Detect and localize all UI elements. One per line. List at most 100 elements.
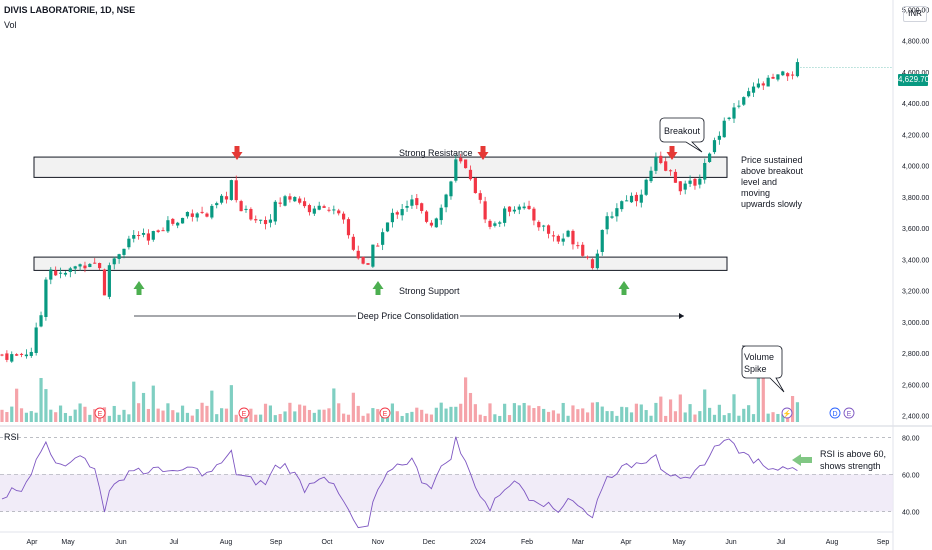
price-tick-label: 3,200.00 [902, 289, 929, 296]
rsi-indicator-label[interactable]: RSI [4, 432, 20, 442]
volume-bar [629, 412, 634, 422]
volume-bar [434, 407, 438, 422]
volume-bar [312, 412, 316, 422]
candle-body [732, 107, 736, 119]
price-tick-label: 3,400.00 [902, 257, 929, 264]
candle-body [761, 83, 765, 86]
volume-bar [146, 408, 150, 422]
candle-body [717, 135, 721, 140]
candle-body [19, 353, 24, 355]
volume-bar [317, 409, 321, 422]
volume-bar [44, 389, 48, 422]
candle-body [478, 193, 482, 200]
candle-body [278, 202, 282, 204]
candle-body [307, 205, 312, 213]
breakout-label: Breakout [664, 126, 701, 136]
volume-indicator-label[interactable]: Vol [4, 20, 17, 30]
support-zone [33, 256, 728, 271]
volume-bar [503, 403, 507, 422]
candle-body [351, 236, 355, 250]
time-tick-label: Sep [270, 539, 283, 546]
volume-bar [254, 414, 258, 422]
time-tick-label: Nov [372, 539, 385, 546]
volume-bar [664, 415, 668, 422]
volume-bar [673, 411, 678, 422]
volume-bar [141, 392, 146, 422]
candle-body [590, 259, 595, 269]
candle-body [493, 223, 497, 226]
candle-body [629, 195, 634, 203]
volume-bar [361, 415, 365, 422]
candle-body [415, 198, 419, 206]
candle-body [146, 233, 150, 241]
candle-body [283, 196, 287, 206]
candle-body [639, 194, 643, 203]
candle-body [620, 201, 624, 210]
volume-bar [88, 414, 92, 422]
volume-spike-label: Spike [744, 364, 767, 374]
candle-body [73, 266, 77, 269]
volume-bar [698, 411, 702, 422]
volume-bar [346, 414, 351, 422]
candle-body [44, 279, 48, 317]
volume-bar [468, 392, 473, 422]
volume-bar [351, 392, 355, 422]
rsi-band [0, 474, 893, 512]
volume-bar [464, 377, 468, 422]
volume-bar [190, 415, 194, 422]
volume-bar [668, 399, 673, 422]
time-tick-label: May [672, 539, 686, 546]
volume-bar [600, 406, 604, 422]
candle-body [49, 269, 53, 280]
volume-bar [483, 415, 487, 422]
candle-body [507, 206, 512, 212]
volume-bar [537, 406, 541, 422]
volume-bar [390, 403, 394, 422]
candle-body [200, 211, 204, 213]
volume-bar [5, 412, 9, 422]
volume-bar [356, 405, 360, 422]
rsi-tick-label: 60.00 [902, 472, 920, 479]
currency-selector[interactable]: INR [903, 6, 927, 22]
candle-body [166, 220, 170, 232]
volume-spike-label: Volume [744, 352, 774, 362]
volume-bar [34, 412, 38, 422]
candle-body [449, 181, 453, 197]
candle-body [156, 230, 160, 232]
time-tick-label: 2024 [470, 539, 486, 546]
candles [0, 58, 800, 363]
volume-bar [522, 402, 526, 422]
volume-bar [493, 414, 497, 422]
candle-body [781, 71, 785, 76]
sustained-label-line: upwards slowly [741, 199, 803, 209]
candle-body [673, 171, 678, 183]
volume-bar [327, 408, 331, 422]
candle-body [244, 208, 248, 210]
candle-body [137, 235, 141, 237]
candle-body [385, 222, 390, 232]
volume-bar [703, 389, 707, 422]
volume-bar [551, 410, 556, 422]
sustained-label-line: moving [741, 188, 770, 198]
volume-bar [473, 404, 477, 422]
price-tick-label: 4,200.00 [902, 132, 929, 139]
volume-bar [259, 414, 263, 422]
candle-body [176, 222, 180, 226]
price-tick-label: 2,400.00 [902, 414, 929, 421]
candle-body [141, 232, 146, 235]
volume-bar [54, 412, 58, 422]
candle-body [551, 235, 556, 237]
price-tick-label: 3,000.00 [902, 320, 929, 327]
volume-bar [546, 411, 551, 422]
rsi-note-line: shows strength [820, 461, 881, 471]
candle-body [190, 213, 194, 217]
candle-body [102, 269, 107, 296]
volume-bar [751, 414, 756, 422]
volume-bar [556, 413, 560, 422]
candle-body [39, 315, 43, 327]
earnings-marker [843, 407, 855, 419]
candle-body [312, 208, 316, 214]
volume-bar [180, 405, 185, 422]
candle-body [498, 222, 502, 224]
